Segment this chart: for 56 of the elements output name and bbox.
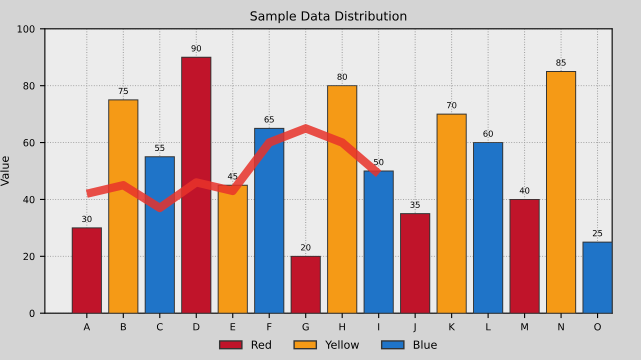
x-tick-label: E	[230, 323, 236, 330]
x-tick-label: J	[413, 323, 416, 332]
data-label: 65	[264, 116, 274, 123]
bar	[400, 213, 430, 314]
bar	[473, 142, 504, 314]
x-tick-label: K	[449, 323, 456, 330]
bar	[327, 85, 358, 314]
x-tick-label: D	[193, 323, 200, 330]
bar	[72, 227, 102, 314]
x-tick-label: H	[339, 323, 345, 330]
data-label: 50	[374, 158, 384, 166]
bar	[290, 256, 321, 314]
x-tick-label: M	[521, 323, 528, 330]
y-tick-label: 100	[18, 25, 34, 33]
x-tick-label: G	[302, 323, 309, 330]
data-label: 85	[556, 59, 566, 66]
x-tick-label: L	[486, 323, 491, 330]
y-axis-title: Value	[0, 156, 9, 186]
data-label: 30	[82, 216, 92, 222]
bar	[144, 156, 175, 314]
data-label: 35	[410, 202, 420, 208]
data-label: 70	[447, 102, 456, 108]
bar	[218, 184, 248, 314]
x-tick-label: N	[558, 323, 564, 330]
bar	[436, 114, 467, 314]
legend-label: Blue	[414, 340, 437, 349]
y-tick-label: 0	[30, 310, 34, 318]
legend-label: Yellow	[325, 340, 359, 349]
bar	[582, 242, 612, 314]
data-label: 55	[155, 144, 164, 151]
bar	[546, 70, 576, 314]
data-label: 20	[301, 244, 310, 251]
x-tick-label: A	[84, 323, 90, 330]
bar	[254, 128, 284, 314]
bar	[510, 198, 540, 314]
y-tick-label: 20	[23, 252, 34, 260]
chart-title: Sample Data Distribution	[250, 10, 406, 24]
x-tick-label: I	[378, 323, 380, 330]
data-label: 25	[592, 230, 602, 236]
x-tick-label: C	[156, 323, 163, 330]
bar	[181, 56, 212, 314]
data-label: 45	[228, 173, 238, 180]
data-label: 75	[118, 88, 128, 94]
bar	[364, 170, 394, 314]
data-label: 40	[520, 187, 530, 194]
y-tick-label: 60	[23, 139, 34, 146]
data-label: 90	[191, 45, 202, 52]
data-label: 80	[337, 74, 347, 80]
x-tick-label: O	[594, 323, 601, 330]
x-tick-label: B	[120, 323, 126, 330]
legend-label: Red	[252, 340, 271, 349]
x-tick-label: F	[267, 323, 272, 330]
y-tick-label: 40	[23, 196, 34, 204]
bar	[108, 99, 138, 314]
data-label: 60	[483, 130, 493, 137]
y-tick-label: 80	[23, 82, 34, 90]
